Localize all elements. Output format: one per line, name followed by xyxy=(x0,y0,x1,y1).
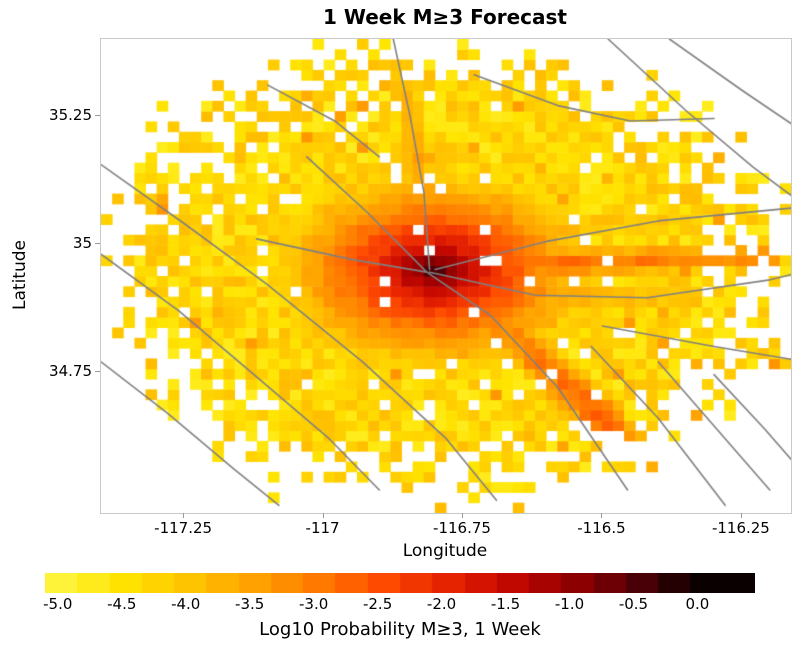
y-tick-mark xyxy=(95,114,100,116)
colorbar-tick-label: -5.0 xyxy=(43,595,73,613)
x-tick-label: -116.5 xyxy=(577,519,626,537)
x-tick-mark xyxy=(462,513,463,518)
colorbar-tick-label: -2.5 xyxy=(362,595,393,613)
x-tick-mark xyxy=(740,513,742,518)
x-tick-mark xyxy=(183,513,185,518)
colorbar-tick-label: -3.5 xyxy=(235,595,265,613)
colorbar-label: Log10 Probability M≥3, 1 Week xyxy=(259,619,541,640)
x-tick-mark xyxy=(322,513,324,518)
x-tick-label: -117 xyxy=(305,519,340,537)
x-axis-label: Longitude xyxy=(402,541,488,561)
colorbar-tick-label: -3.0 xyxy=(299,595,329,613)
colorbar-tick-label: -0.5 xyxy=(618,595,649,613)
y-tick-label: 35 xyxy=(72,233,92,252)
heatmap-canvas xyxy=(101,39,791,513)
y-tick-label: 34.75 xyxy=(49,362,92,381)
colorbar-tick-label: -1.0 xyxy=(554,595,585,613)
x-tick-label: -117.25 xyxy=(154,519,213,537)
colorbar-tick-label: -4.5 xyxy=(107,595,137,613)
colorbar-tick-label: -1.5 xyxy=(490,595,521,613)
colorbar-tick-label: -2.0 xyxy=(426,595,457,613)
y-tick-mark xyxy=(95,242,100,244)
y-tick-mark xyxy=(95,371,100,373)
x-tick-label: -116.75 xyxy=(433,519,491,537)
colorbar xyxy=(45,573,755,593)
x-tick-label: -116.25 xyxy=(711,519,770,537)
colorbar-tick-label: -4.0 xyxy=(171,595,201,613)
y-tick-label: 35.25 xyxy=(49,105,92,124)
colorbar-tick-label: 0.0 xyxy=(685,595,710,613)
x-tick-mark xyxy=(601,513,603,518)
plot-area xyxy=(100,38,792,514)
chart-title: 1 Week M≥3 Forecast xyxy=(323,5,567,29)
